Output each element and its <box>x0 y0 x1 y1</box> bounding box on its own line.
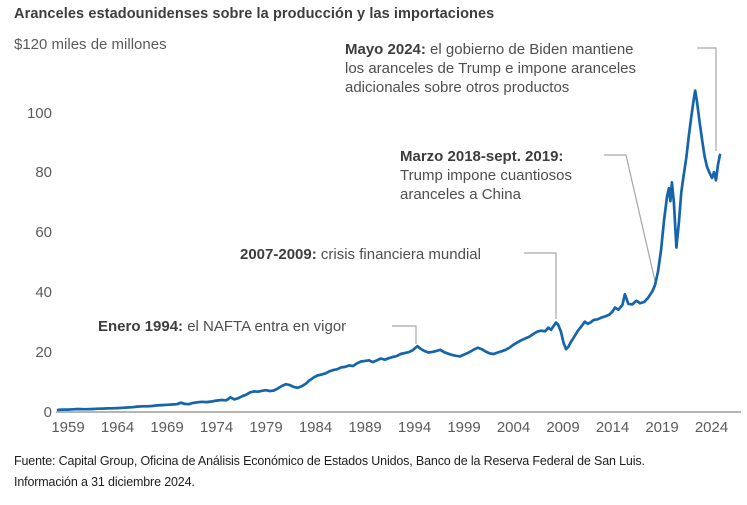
y-tick-label-80: 80 <box>35 164 52 182</box>
annotation-trump-tariffs-line2: Trump impone cuantiosos <box>400 167 573 184</box>
annotation-financial-crisis-bold: 2007-2009: <box>240 246 317 263</box>
x-tick-label-1989: 1989 <box>348 419 382 436</box>
y-axis-unit-label: $120 miles de millones <box>14 36 167 53</box>
annotation-financial-crisis-text: crisis financiera mundial <box>316 246 481 263</box>
annotation-connector-nafta <box>392 325 417 344</box>
annotation-biden-tariffs: Mayo 2024: el gobierno de Biden mantiene… <box>345 40 636 97</box>
x-tick-label-2024: 2024 <box>694 419 729 436</box>
y-tick-label-100: 100 <box>26 104 52 122</box>
annotation-nafta: Enero 1994: el NAFTA entra en vigor <box>98 317 346 336</box>
annotation-biden-tariffs-line3: adicionales sobre otros productos <box>345 79 570 96</box>
x-tick-label-2019: 2019 <box>645 419 679 436</box>
x-tick-label-1974: 1974 <box>199 419 234 436</box>
x-tick-label-2004: 2004 <box>496 419 531 436</box>
x-tick-label-2009: 2009 <box>546 419 580 436</box>
y-tick-label-60: 60 <box>35 224 52 242</box>
source-footer-line2: Información a 31 diciembre 2024. <box>14 475 195 489</box>
annotation-biden-tariffs-text: el gobierno de Biden mantiene <box>425 41 634 58</box>
x-tick-label-1994: 1994 <box>397 419 432 436</box>
annotation-biden-tariffs-bold: Mayo 2024: <box>345 41 426 58</box>
y-tick-label-0: 0 <box>43 403 52 421</box>
annotation-biden-tariffs-line2: los aranceles de Trump e impone arancele… <box>345 60 636 77</box>
annotation-financial-crisis: 2007-2009: crisis financiera mundial <box>240 245 481 264</box>
source-footer-line1: Fuente: Capital Group, Oficina de Anális… <box>14 454 645 468</box>
annotation-connector-financial-crisis <box>524 252 557 319</box>
tariff-line <box>56 89 722 412</box>
annotation-trump-tariffs-line3: aranceles a China <box>400 186 521 203</box>
x-tick-label-1999: 1999 <box>447 419 481 436</box>
y-tick-label-40: 40 <box>35 283 52 301</box>
x-tick-label-2014: 2014 <box>595 419 630 436</box>
annotation-connector-trump-tariffs <box>604 154 656 282</box>
y-tick-label-20: 20 <box>35 343 52 361</box>
annotation-connector-biden-tariffs <box>697 47 717 151</box>
x-tick-label-1959: 1959 <box>51 419 85 436</box>
annotation-nafta-bold: Enero 1994: <box>98 318 184 335</box>
x-tick-label-1984: 1984 <box>298 419 333 436</box>
x-tick-label-1964: 1964 <box>100 419 135 436</box>
x-tick-label-1979: 1979 <box>249 419 283 436</box>
annotation-trump-tariffs-bold: Marzo 2018-sept. 2019: <box>400 148 564 165</box>
chart-title: Aranceles estadounidenses sobre la produ… <box>14 6 495 22</box>
x-tick-label-1969: 1969 <box>150 419 184 436</box>
annotation-trump-tariffs: Marzo 2018-sept. 2019: Trump impone cuan… <box>400 147 572 204</box>
annotation-nafta-text: el NAFTA entra en vigor <box>183 318 347 335</box>
source-footer: Fuente: Capital Group, Oficina de Anális… <box>14 451 645 493</box>
